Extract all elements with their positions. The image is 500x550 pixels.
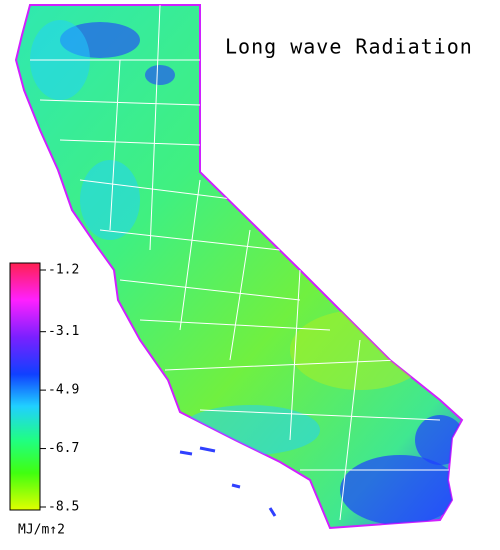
map-title: Long wave Radiation <box>225 35 473 59</box>
tick-label: -1.2 <box>48 263 79 278</box>
california-map <box>15 4 463 529</box>
colorbar-unit: MJ/m↑2 <box>18 523 65 538</box>
tick-label: -3.1 <box>48 324 79 339</box>
colorbar <box>9 262 41 511</box>
tick-label: -6.7 <box>48 441 79 456</box>
islands <box>179 446 277 517</box>
tick-label: -8.5 <box>48 500 79 515</box>
colorbar-ticks: -1.2 -3.1 -4.9 -6.7 -8.5 <box>40 263 79 515</box>
tick-label: -4.9 <box>48 383 79 398</box>
